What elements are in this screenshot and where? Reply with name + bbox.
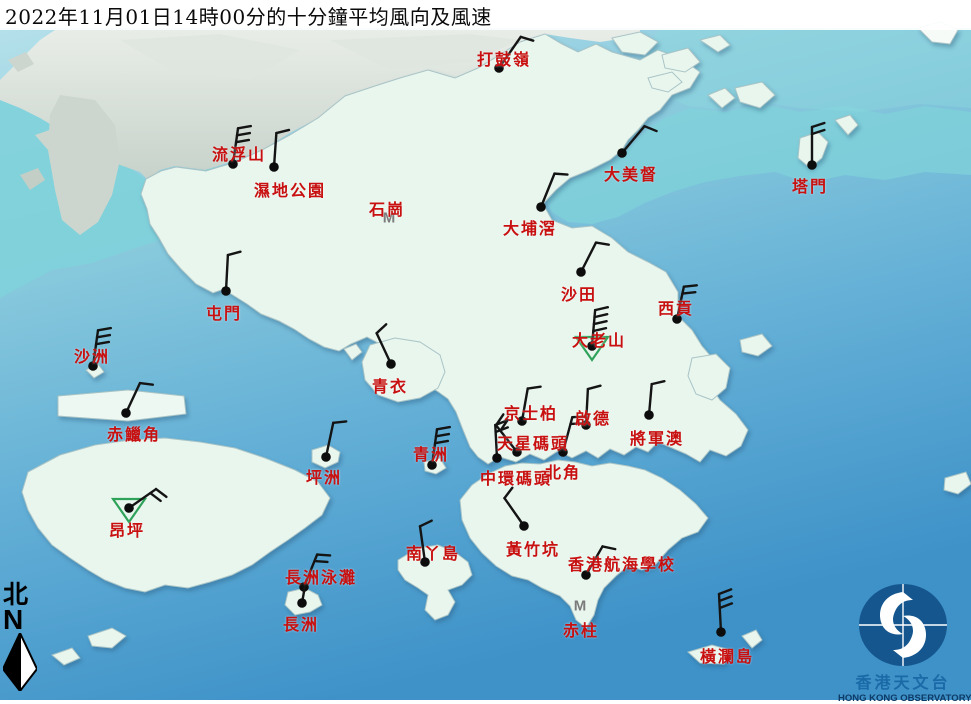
po-toi-island bbox=[687, 644, 731, 665]
map-title: 2022年11月01日14時00分的十分鐘平均風向及風速 bbox=[5, 4, 492, 29]
tolo-harbour-water bbox=[545, 104, 971, 224]
kau-sai-chau bbox=[687, 353, 731, 401]
north-label-n: N bbox=[3, 604, 24, 636]
hko-logo-icon bbox=[859, 584, 947, 666]
north-arrow-icon bbox=[3, 633, 37, 692]
hong-kong-land bbox=[21, 21, 971, 666]
shenzhen-area bbox=[0, 30, 640, 235]
lantau-island bbox=[21, 437, 331, 593]
ninepin-group bbox=[943, 471, 971, 495]
ma-wan-island bbox=[343, 343, 363, 361]
airport-island bbox=[57, 389, 187, 422]
lamma-island-shape bbox=[397, 544, 473, 621]
soko-islands bbox=[87, 627, 127, 649]
north-label-chinese: 北 bbox=[3, 580, 29, 609]
hko-logo: 香港天文台 HONG KONG OBSERVATORY bbox=[838, 584, 971, 704]
waglan-islet bbox=[741, 629, 763, 649]
hko-logo-name-english: HONG KONG OBSERVATORY bbox=[838, 693, 971, 704]
hko-logo-name-chinese: 香港天文台 bbox=[855, 673, 951, 692]
map-title-bar: 2022年11月01日14時00分的十分鐘平均風向及風速 bbox=[0, 0, 971, 30]
north-compass: 北 N bbox=[3, 580, 43, 692]
